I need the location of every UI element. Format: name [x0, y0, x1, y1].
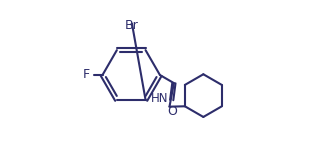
Text: HN: HN [151, 92, 169, 105]
Text: F: F [83, 69, 90, 81]
Text: O: O [167, 105, 177, 118]
Text: Br: Br [125, 19, 139, 32]
